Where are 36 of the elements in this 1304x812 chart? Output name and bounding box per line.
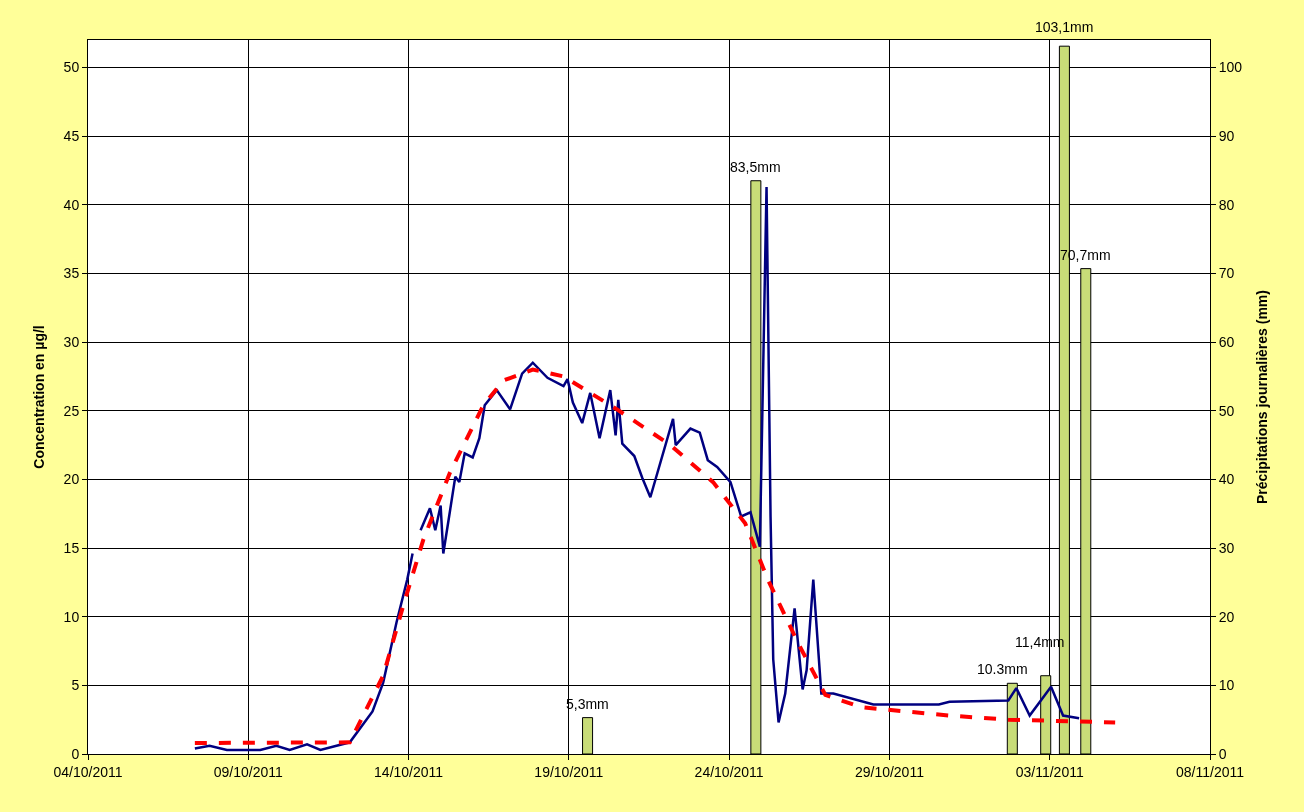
y-tick-label: 15 bbox=[63, 539, 80, 556]
y2-tick-label: 80 bbox=[1218, 196, 1235, 213]
y-tick-label: 30 bbox=[63, 333, 80, 350]
line-series bbox=[192, 367, 1118, 746]
y-tick-label: 5 bbox=[71, 677, 80, 694]
y2-tick-label: 10 bbox=[1218, 677, 1235, 694]
y2-tick-label: 90 bbox=[1218, 128, 1235, 145]
data-label: 103,1mm bbox=[1035, 19, 1094, 35]
y-tick-label: 45 bbox=[63, 128, 80, 145]
y-tick-label: 35 bbox=[63, 265, 80, 282]
y2-tick-label: 20 bbox=[1218, 608, 1235, 625]
y-tick-label: 50 bbox=[63, 59, 80, 76]
x-tick-label: 14/10/2011 bbox=[374, 763, 444, 780]
y-tick-label: 10 bbox=[63, 608, 80, 625]
y2-tick-label: 40 bbox=[1218, 471, 1235, 488]
y2-axis-title: Précipitations journalières (mm) bbox=[1253, 290, 1270, 504]
y-tick-label: 25 bbox=[63, 402, 80, 419]
y-axis-title: Concentration en µg/l bbox=[31, 325, 48, 469]
y2-tick-label: 30 bbox=[1218, 539, 1235, 556]
y2-tick-label: 70 bbox=[1218, 265, 1235, 282]
x-tick-label: 24/10/2011 bbox=[694, 763, 764, 780]
y-tick-label: 20 bbox=[63, 471, 80, 488]
y2-tick-label: 60 bbox=[1218, 333, 1235, 350]
x-tick-label: 08/11/2011 bbox=[1176, 763, 1245, 780]
x-tick-label: 03/11/2011 bbox=[1015, 763, 1084, 780]
y2-tick-label: 100 bbox=[1218, 59, 1243, 76]
x-tick-label: 19/10/2011 bbox=[534, 763, 604, 780]
x-tick-label: 29/10/2011 bbox=[854, 763, 925, 780]
y2-tick-label: 50 bbox=[1218, 402, 1235, 419]
y2-tick-label: 0 bbox=[1218, 745, 1227, 762]
data-label: 83,5mm bbox=[730, 159, 781, 175]
data-label: 10.3mm bbox=[977, 661, 1028, 677]
y-tick-label: 40 bbox=[63, 196, 80, 213]
x-tick-label: 04/10/2011 bbox=[53, 763, 123, 780]
x-tick-label: 09/10/2011 bbox=[213, 763, 284, 780]
y-tick-label: 0 bbox=[71, 745, 80, 762]
